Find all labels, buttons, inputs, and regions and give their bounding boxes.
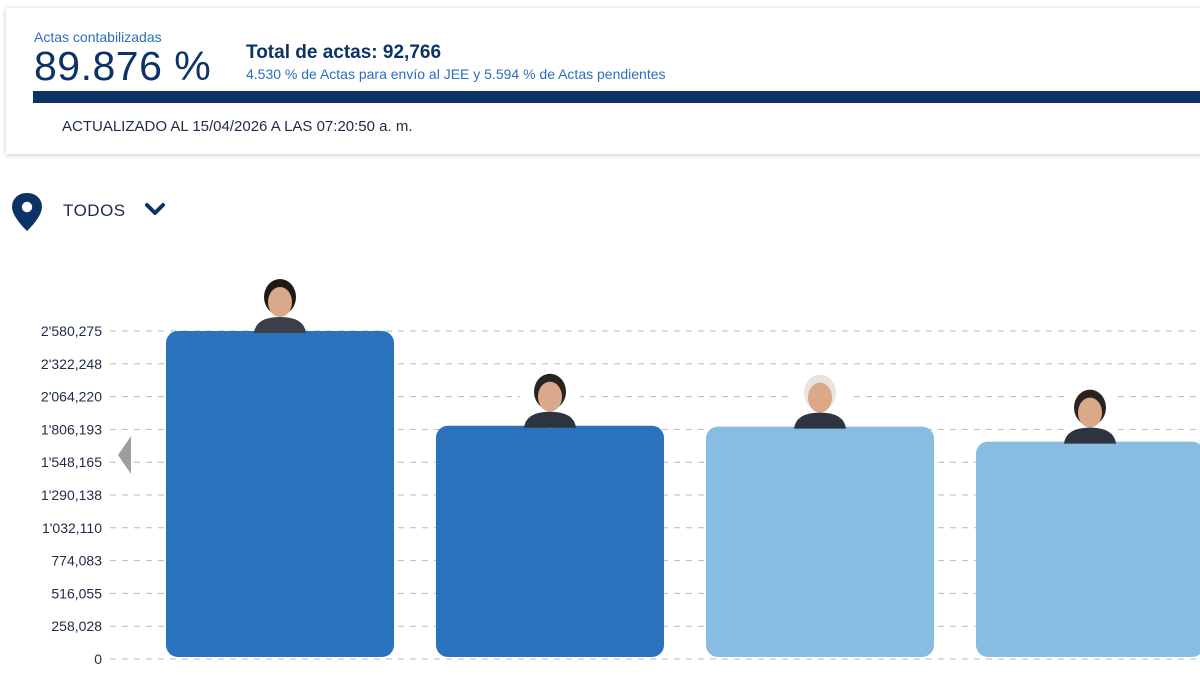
y-tick-label: 2'064,220 — [41, 389, 102, 405]
candidate-photo-icon — [790, 368, 850, 429]
actas-percent: 89.876 % — [34, 43, 212, 89]
y-tick-label: 1'032,110 — [42, 520, 102, 536]
progress-bar — [33, 91, 1200, 103]
y-tick-label: 0 — [94, 651, 102, 667]
filter-label: TODOS — [63, 201, 126, 220]
candidate-bar[interactable] — [976, 441, 1200, 657]
y-tick-label: 2'580,275 — [41, 323, 102, 339]
y-tick-label: 1'290,138 — [41, 487, 102, 503]
summary-card — [6, 8, 1200, 154]
candidate-photo-icon — [1060, 383, 1120, 444]
map-pin-icon — [12, 193, 42, 231]
updated-timestamp: ACTUALIZADO AL 15/04/2026 A LAS 07:20:50… — [62, 118, 413, 135]
bars — [166, 273, 1200, 657]
candidate-bar[interactable] — [436, 425, 664, 657]
progress-fill — [33, 91, 1200, 103]
y-tick-label: 1'806,193 — [41, 421, 102, 437]
y-tick-label: 258,028 — [51, 618, 102, 634]
candidate-photo-icon — [250, 273, 310, 333]
candidate-bar[interactable] — [706, 426, 934, 657]
y-tick-label: 774,083 — [51, 553, 102, 569]
candidate-photo-icon — [520, 367, 580, 428]
y-tick-label: 516,055 — [51, 585, 102, 601]
y-axis-ticks: 0 258,028 516,055 774,083 1'032,110 1'290,138… — [41, 323, 102, 667]
chevron-down-icon[interactable] — [145, 202, 165, 218]
scroll-left-arrow-icon[interactable] — [118, 436, 131, 474]
candidate-bar[interactable] — [166, 331, 394, 657]
y-tick-label: 1'548,165 — [41, 454, 102, 470]
actas-detail: 4.530 % de Actas para envío al JEE y 5.5… — [246, 66, 666, 82]
total-actas: Total de actas: 92,766 — [246, 42, 442, 63]
actas-label: Actas contabilizadas — [34, 29, 162, 45]
y-tick-label: 2'322,248 — [41, 356, 102, 372]
